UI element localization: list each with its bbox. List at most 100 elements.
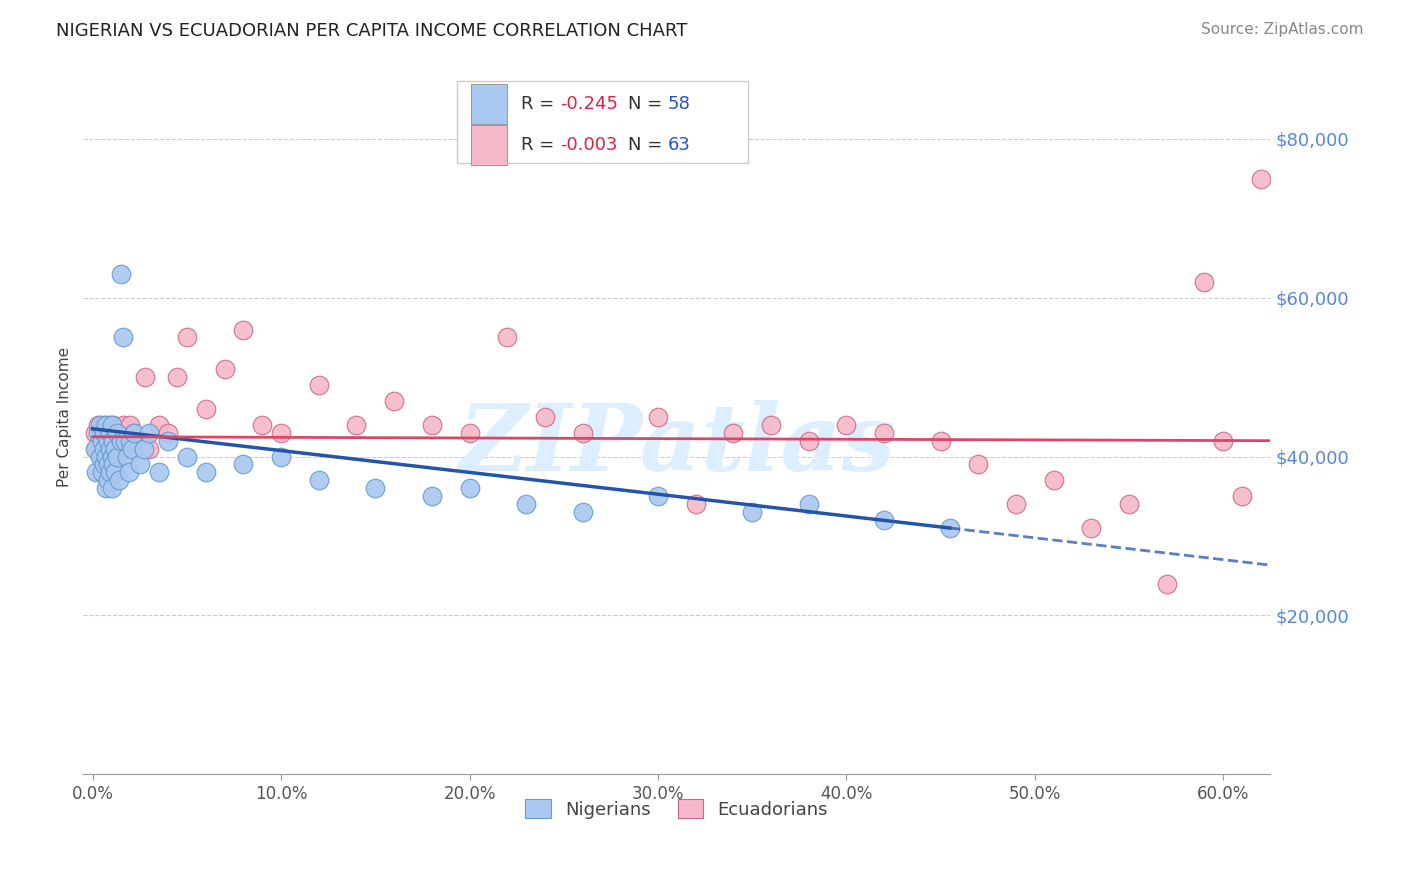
Point [97, 458, 120, 472]
Point [110, 267, 132, 281]
Point [1156, 576, 1178, 591]
Point [103, 458, 125, 472]
Point [458, 425, 481, 440]
Point [94, 450, 117, 464]
Point [100, 417, 122, 432]
Point [91, 450, 114, 464]
Point [83, 425, 105, 440]
Point [93, 425, 115, 440]
Point [308, 474, 330, 488]
Point [148, 466, 170, 480]
Point [741, 505, 763, 519]
Point [110, 434, 132, 448]
Point [117, 466, 139, 480]
Point [346, 417, 368, 432]
Point [110, 434, 132, 448]
Point [1194, 275, 1216, 289]
Point [94, 417, 117, 432]
Point [89, 417, 111, 432]
Point [797, 497, 820, 511]
Point [128, 434, 150, 448]
Point [115, 434, 138, 448]
Point [534, 409, 557, 424]
Point [97, 425, 120, 440]
Point [967, 458, 990, 472]
Point [1005, 497, 1028, 511]
Point [270, 450, 292, 464]
Point [194, 466, 217, 480]
Point [873, 425, 896, 440]
Point [232, 458, 254, 472]
Point [685, 497, 707, 511]
Text: NIGERIAN VS ECUADORIAN PER CAPITA INCOME CORRELATION CHART: NIGERIAN VS ECUADORIAN PER CAPITA INCOME… [56, 22, 688, 40]
Point [420, 489, 443, 503]
Point [647, 409, 669, 424]
Point [93, 442, 115, 456]
Point [104, 434, 127, 448]
Point [100, 481, 122, 495]
Point [120, 417, 142, 432]
Point [104, 442, 127, 456]
Point [98, 425, 121, 440]
Point [87, 417, 110, 432]
Point [128, 458, 150, 472]
Point [1230, 489, 1253, 503]
Point [122, 425, 145, 440]
Point [105, 442, 128, 456]
Point [93, 442, 115, 456]
Y-axis label: Per Capita Income: Per Capita Income [58, 347, 72, 487]
Point [122, 425, 145, 440]
Point [83, 442, 105, 456]
Point [115, 450, 138, 464]
Point [270, 425, 292, 440]
Point [86, 466, 108, 480]
Point [94, 481, 117, 495]
Point [571, 425, 593, 440]
Point [105, 425, 128, 440]
Point [138, 442, 160, 456]
Point [835, 417, 858, 432]
Point [176, 330, 198, 344]
Text: N =: N = [628, 136, 668, 154]
Point [91, 466, 114, 480]
Point [873, 513, 896, 527]
Point [148, 417, 170, 432]
Point [364, 481, 387, 495]
Point [89, 434, 111, 448]
Point [111, 417, 134, 432]
Point [108, 425, 131, 440]
Point [98, 434, 121, 448]
Point [647, 489, 669, 503]
Point [157, 425, 180, 440]
Point [94, 434, 117, 448]
Point [98, 417, 121, 432]
Point [929, 434, 952, 448]
Point [308, 378, 330, 392]
FancyBboxPatch shape [471, 85, 508, 124]
Point [89, 450, 111, 464]
Point [759, 417, 782, 432]
Point [232, 322, 254, 336]
Point [1042, 474, 1064, 488]
Point [194, 401, 217, 416]
Point [105, 450, 128, 464]
Point [103, 434, 125, 448]
Point [103, 417, 125, 432]
Point [97, 474, 120, 488]
Point [496, 330, 519, 344]
Text: R =: R = [522, 136, 560, 154]
FancyBboxPatch shape [457, 81, 748, 163]
Text: -0.003: -0.003 [561, 136, 617, 154]
Point [134, 370, 156, 384]
Point [91, 425, 114, 440]
FancyBboxPatch shape [471, 126, 508, 165]
Point [97, 434, 120, 448]
Point [94, 450, 117, 464]
Point [86, 442, 108, 456]
Point [1212, 434, 1234, 448]
Point [104, 466, 127, 480]
Text: R =: R = [522, 95, 560, 113]
Text: -0.245: -0.245 [561, 95, 619, 113]
Text: 58: 58 [668, 95, 690, 113]
Text: Source: ZipAtlas.com: Source: ZipAtlas.com [1201, 22, 1364, 37]
